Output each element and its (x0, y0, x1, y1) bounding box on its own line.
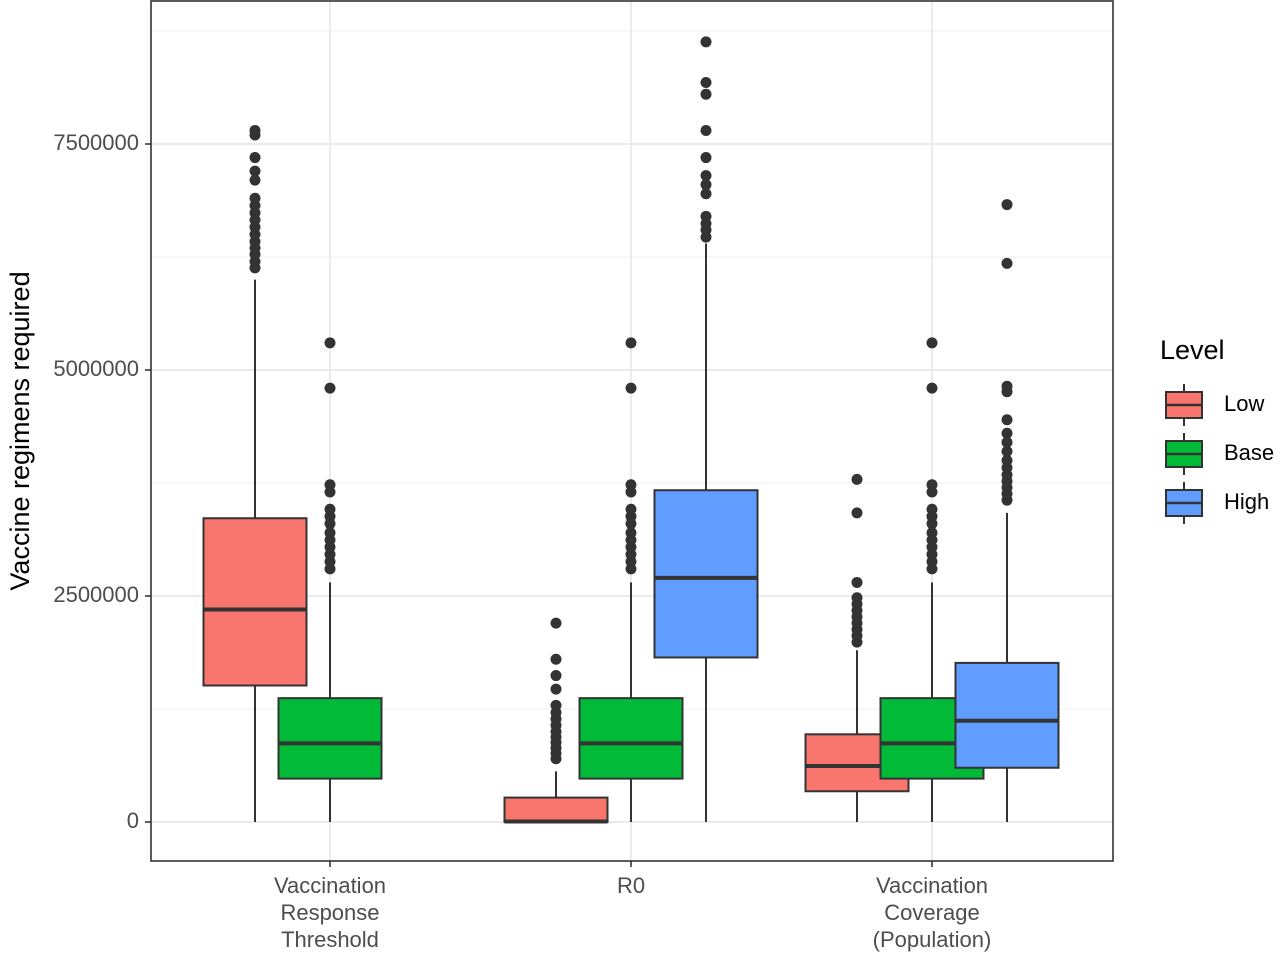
outlier-point (625, 382, 637, 394)
box-high (954, 199, 1060, 822)
outlier-point (700, 36, 712, 48)
legend-label: Base (1224, 440, 1274, 465)
outlier-point (1001, 454, 1013, 466)
outlier-point (700, 77, 712, 89)
outlier-point (324, 527, 336, 539)
legend-item-low: Low (1165, 384, 1264, 426)
outlier-point (324, 337, 336, 349)
box-iqr (277, 697, 383, 780)
plot-border (150, 0, 1114, 862)
x-tick-label: Vaccination (274, 873, 386, 898)
outlier-point (851, 473, 863, 485)
box-iqr (578, 697, 684, 780)
box-iqr (202, 517, 308, 687)
outlier-point (926, 527, 938, 539)
box-iqr (503, 796, 609, 823)
outlier-point (1001, 199, 1013, 211)
legend-title: Level (1160, 335, 1225, 365)
outlier-point (926, 479, 938, 491)
box-low (503, 617, 609, 824)
outlier-point (625, 503, 637, 515)
outlier-point (324, 382, 336, 394)
outlier-point (550, 653, 562, 665)
legend: Level Low Base High (1160, 335, 1274, 524)
outlier-point (1001, 427, 1013, 439)
box-base (277, 337, 383, 822)
outlier-point (700, 170, 712, 182)
boxes (202, 36, 1060, 824)
outlier-point (926, 337, 938, 349)
outlier-point (550, 699, 562, 711)
outlier-point (700, 179, 712, 191)
outlier-point (249, 192, 261, 204)
outlier-point (625, 337, 637, 349)
legend-item-high: High (1165, 482, 1269, 524)
outlier-point (1001, 414, 1013, 426)
box-base (578, 337, 684, 822)
outlier-point (700, 188, 712, 200)
outlier-point (926, 382, 938, 394)
y-axis-title: Vaccine regimens required (5, 271, 35, 590)
outlier-point (249, 174, 261, 186)
y-tick-label: 2500000 (53, 582, 139, 607)
outlier-point (324, 479, 336, 491)
x-tick-label: R0 (617, 873, 645, 898)
outlier-point (700, 124, 712, 136)
y-axis: 0 2500000 5000000 7500000 (53, 130, 151, 833)
box-high (653, 36, 759, 822)
x-tick-label: (Population) (873, 927, 992, 952)
x-tick-label: Coverage (884, 900, 979, 925)
outlier-point (700, 210, 712, 222)
x-tick-label: Vaccination (876, 873, 988, 898)
legend-label: High (1224, 489, 1269, 514)
outlier-point (249, 124, 261, 136)
y-tick-label: 5000000 (53, 356, 139, 381)
x-tick-label: Response (280, 900, 379, 925)
outlier-point (1001, 436, 1013, 448)
outlier-point (851, 507, 863, 519)
outlier-point (550, 683, 562, 695)
outlier-point (324, 503, 336, 515)
box-low (202, 124, 308, 822)
outlier-point (1001, 445, 1013, 457)
outlier-point (625, 479, 637, 491)
outlier-point (625, 527, 637, 539)
outlier-point (851, 592, 863, 604)
y-tick-label: 0 (127, 808, 139, 833)
x-tick-label: Threshold (281, 927, 379, 952)
outlier-point (700, 152, 712, 164)
outlier-point (851, 576, 863, 588)
outlier-point (249, 165, 261, 177)
legend-label: Low (1224, 391, 1264, 416)
y-tick-label: 7500000 (53, 130, 139, 155)
outlier-point (1001, 257, 1013, 269)
box-iqr (954, 661, 1060, 769)
legend-item-base: Base (1165, 433, 1274, 475)
outlier-point (550, 617, 562, 629)
outlier-point (550, 670, 562, 682)
outlier-point (926, 503, 938, 515)
outlier-point (249, 152, 261, 164)
outlier-point (1001, 380, 1013, 392)
outlier-point (700, 88, 712, 100)
box-iqr (653, 489, 759, 659)
